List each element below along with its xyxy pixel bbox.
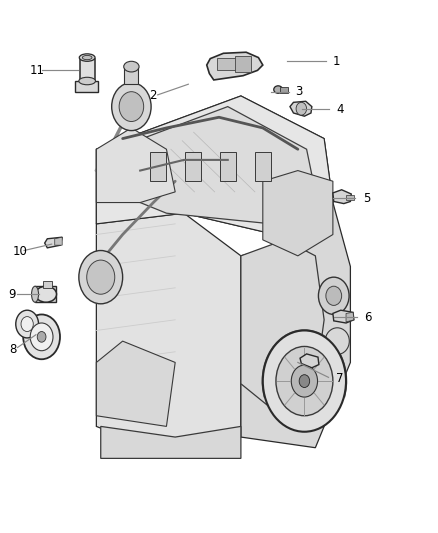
Bar <box>255 152 271 181</box>
Ellipse shape <box>79 54 95 61</box>
Circle shape <box>112 83 151 131</box>
Polygon shape <box>96 341 175 426</box>
Text: 11: 11 <box>30 64 45 77</box>
Polygon shape <box>207 52 263 80</box>
Text: 10: 10 <box>13 245 28 258</box>
Circle shape <box>23 314 60 359</box>
Polygon shape <box>96 96 333 240</box>
Polygon shape <box>101 426 241 458</box>
Polygon shape <box>263 171 333 256</box>
Circle shape <box>291 365 318 397</box>
Polygon shape <box>124 67 138 84</box>
Circle shape <box>37 332 46 342</box>
Circle shape <box>318 277 349 314</box>
Text: 1: 1 <box>333 55 340 68</box>
Polygon shape <box>96 128 175 203</box>
Text: 8: 8 <box>9 343 16 356</box>
Bar <box>346 195 354 200</box>
Text: 7: 7 <box>336 372 344 385</box>
Circle shape <box>299 375 310 387</box>
Circle shape <box>16 310 39 338</box>
Bar <box>235 56 251 72</box>
Circle shape <box>263 330 346 432</box>
Text: 2: 2 <box>149 90 156 102</box>
Circle shape <box>119 92 144 122</box>
Bar <box>150 152 166 181</box>
Polygon shape <box>114 107 315 224</box>
Bar <box>43 281 52 288</box>
Ellipse shape <box>325 328 350 354</box>
Text: 5: 5 <box>364 192 371 205</box>
Circle shape <box>87 260 115 294</box>
Polygon shape <box>333 190 351 204</box>
Bar <box>280 87 288 93</box>
Ellipse shape <box>79 77 95 85</box>
Circle shape <box>79 251 123 304</box>
Bar <box>220 152 236 181</box>
Polygon shape <box>333 310 354 323</box>
Bar <box>185 152 201 181</box>
Polygon shape <box>290 101 312 116</box>
Polygon shape <box>96 213 241 458</box>
Circle shape <box>326 286 342 305</box>
Polygon shape <box>55 237 62 245</box>
Circle shape <box>21 317 33 332</box>
Bar <box>80 59 95 81</box>
Ellipse shape <box>274 86 283 93</box>
Circle shape <box>30 323 53 351</box>
Text: 6: 6 <box>364 311 372 324</box>
Polygon shape <box>241 203 350 448</box>
Polygon shape <box>96 96 333 240</box>
Text: 3: 3 <box>296 85 303 98</box>
Text: 4: 4 <box>336 103 344 116</box>
Bar <box>75 81 98 92</box>
Ellipse shape <box>35 286 57 302</box>
Ellipse shape <box>320 281 348 310</box>
Bar <box>217 58 243 70</box>
Ellipse shape <box>82 55 92 60</box>
Polygon shape <box>300 354 319 368</box>
Text: 9: 9 <box>8 288 15 301</box>
Polygon shape <box>241 240 324 416</box>
Circle shape <box>296 102 307 115</box>
Circle shape <box>276 346 333 416</box>
Polygon shape <box>45 237 62 248</box>
Ellipse shape <box>32 286 39 302</box>
Polygon shape <box>346 312 354 322</box>
Ellipse shape <box>124 61 139 72</box>
Bar <box>35 286 56 302</box>
